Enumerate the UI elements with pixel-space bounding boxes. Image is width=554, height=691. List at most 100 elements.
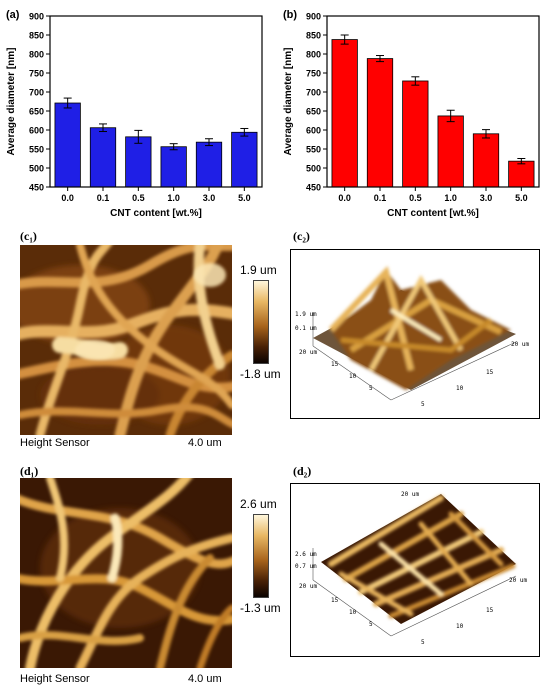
- afm-image-c1: [20, 245, 232, 435]
- chart-b-ytick-label: 550: [306, 145, 321, 155]
- chart-b-ytick-label: 800: [306, 50, 321, 60]
- tick-d2-20r: 20 um: [509, 577, 527, 584]
- ztick-mid-d2: 0.7 um: [295, 563, 317, 570]
- chart-b-bar: [508, 160, 535, 188]
- chart-a-bar: [125, 136, 152, 188]
- chart-b-error-bar: [340, 34, 349, 45]
- chart-a-xtick-label: 5.0: [238, 193, 251, 203]
- chart-a-error-bar: [99, 123, 107, 133]
- chart-a-ytick-label: 750: [29, 69, 44, 79]
- chart-b-error-bar: [482, 129, 490, 139]
- chart-b-ytick-label: 450: [306, 183, 321, 193]
- afm-image-d1: [20, 478, 232, 668]
- chart-b-xtick-label: 5.0: [515, 193, 528, 203]
- chart-b-ytick-label: 900: [306, 12, 321, 22]
- tick-d2-15r: 15: [486, 607, 494, 614]
- scale-label-d1: 4.0 um: [188, 673, 222, 685]
- chart-b-error-bar: [376, 55, 384, 63]
- chart-b-bar: [437, 115, 464, 188]
- chart-b-ytick-label: 600: [306, 126, 321, 136]
- chart-b-bar: [402, 80, 429, 188]
- size-top-d2: 20 um: [401, 491, 419, 498]
- chart-a-plot-frame: [49, 15, 263, 188]
- chart-a-error-bar: [134, 129, 143, 144]
- chart-a-bar: [195, 141, 223, 188]
- tick-d2-5r: 5: [421, 639, 425, 646]
- panel-label-c2: (c₂): [293, 229, 310, 243]
- ztick-top-d2: 2.6 um: [295, 551, 317, 558]
- chart-b-xtick-label: 1.0: [444, 193, 457, 203]
- chart-b-panel-label: (b): [283, 9, 297, 21]
- chart-a-error-bar: [240, 127, 249, 137]
- chart-b-xtick-label: 0.1: [374, 193, 387, 203]
- chart-b-xtick-label: 0.0: [338, 193, 351, 203]
- chart-b-error-bar: [411, 76, 420, 86]
- tick-c2-15r: 15: [486, 369, 494, 376]
- panel-label-d1: (d₁): [20, 464, 39, 478]
- tick-c2-20r: 20 um: [511, 341, 529, 348]
- colorbar-max-c1: 1.9 um: [240, 263, 277, 277]
- tick-d2-5l: 5: [369, 621, 373, 628]
- chart-a-xtick-label: 0.0: [61, 193, 74, 203]
- chart-b-ytick-label: 700: [306, 88, 321, 98]
- tick-c2-15l: 15: [331, 361, 339, 368]
- height-sensor-label-d1: Height Sensor: [20, 673, 90, 685]
- chart-a-ytick-label: 800: [29, 50, 44, 60]
- chart-a-error-bar: [169, 143, 178, 151]
- chart-b-bar: [366, 58, 394, 188]
- chart-a-bar: [160, 146, 187, 188]
- chart-b-xlabel: CNT content [wt.%]: [387, 208, 479, 219]
- chart-a-bar: [231, 131, 258, 188]
- chart-b-xtick-label: 0.5: [409, 193, 422, 203]
- chart-a-panel-label: (a): [6, 9, 20, 21]
- chart-a-ytick-label: 450: [29, 183, 44, 193]
- height-sensor-label-c1: Height Sensor: [20, 437, 90, 449]
- chart-b-bar: [472, 133, 500, 188]
- tick-c2-5l: 5: [369, 385, 373, 392]
- colorbar-max-d1: 2.6 um: [240, 497, 277, 511]
- chart-b-ytick-label: 650: [306, 107, 321, 117]
- colorbar-d1: [253, 514, 269, 598]
- chart-a-ytick-label: 850: [29, 31, 44, 41]
- chart-b-ytick-label: 750: [306, 69, 321, 79]
- chart-a-xtick-label: 0.1: [97, 193, 110, 203]
- tick-c2-10l: 10: [349, 373, 357, 380]
- scale-label-c1: 4.0 um: [188, 437, 222, 449]
- ztick-top-c2: 1.9 um: [295, 311, 317, 318]
- chart-b-xtick-label: 3.0: [480, 193, 493, 203]
- tick-d2-15l: 15: [331, 597, 339, 604]
- tick-c2-5r: 5: [421, 401, 425, 408]
- chart-a-ylabel: Average diameter [nm]: [6, 48, 17, 156]
- chart-b-ytick-label: 850: [306, 31, 321, 41]
- chart-a-error-bar: [63, 97, 72, 109]
- chart-b-ytick-label: 500: [306, 164, 321, 174]
- chart-a-ytick-label: 650: [29, 107, 44, 117]
- size-left-d2: 20 um: [299, 583, 317, 590]
- chart-a-xlabel: CNT content [wt.%]: [110, 208, 202, 219]
- colorbar-min-c1: -1.8 um: [240, 367, 281, 381]
- chart-a-xtick-label: 0.5: [132, 193, 145, 203]
- chart-b-bar: [331, 39, 358, 188]
- afm-3d-c2: 1.9 um 0.1 um 20 um 15 10 5 5 10 15 20 u…: [290, 249, 540, 419]
- tick-c2-10r: 10: [456, 385, 464, 392]
- tick-d2-10l: 10: [349, 609, 357, 616]
- chart-a-xtick-label: 1.0: [167, 193, 180, 203]
- ztick-mid-c2: 0.1 um: [295, 325, 317, 332]
- chart-a-ytick-label: 500: [29, 164, 44, 174]
- chart-b-error-bar: [446, 109, 455, 123]
- panel-label-d2: (d₂): [293, 464, 312, 478]
- chart-a-xtick-label: 3.0: [203, 193, 216, 203]
- chart-a-ytick-label: 600: [29, 126, 44, 136]
- chart-b-ylabel: Average diameter [nm]: [283, 48, 294, 156]
- tick-d2-10r: 10: [456, 623, 464, 630]
- size-left-c2: 20 um: [299, 349, 317, 356]
- chart-a-ytick-label: 550: [29, 145, 44, 155]
- chart-b-error-bar: [517, 158, 526, 165]
- chart-a: (a) 450 500 550 600 650 700 750 800 850 900 0.0 0.1 0…: [6, 9, 263, 219]
- chart-a-bar: [89, 127, 117, 188]
- colorbar-min-d1: -1.3 um: [240, 601, 281, 615]
- chart-a-ytick-label: 700: [29, 88, 44, 98]
- colorbar-c1: [253, 280, 269, 364]
- afm-3d-d2: 2.6 um 0.7 um 20 um 20 um 15 10 5 5 10 1…: [290, 483, 540, 657]
- chart-b-plot-frame: [326, 15, 540, 188]
